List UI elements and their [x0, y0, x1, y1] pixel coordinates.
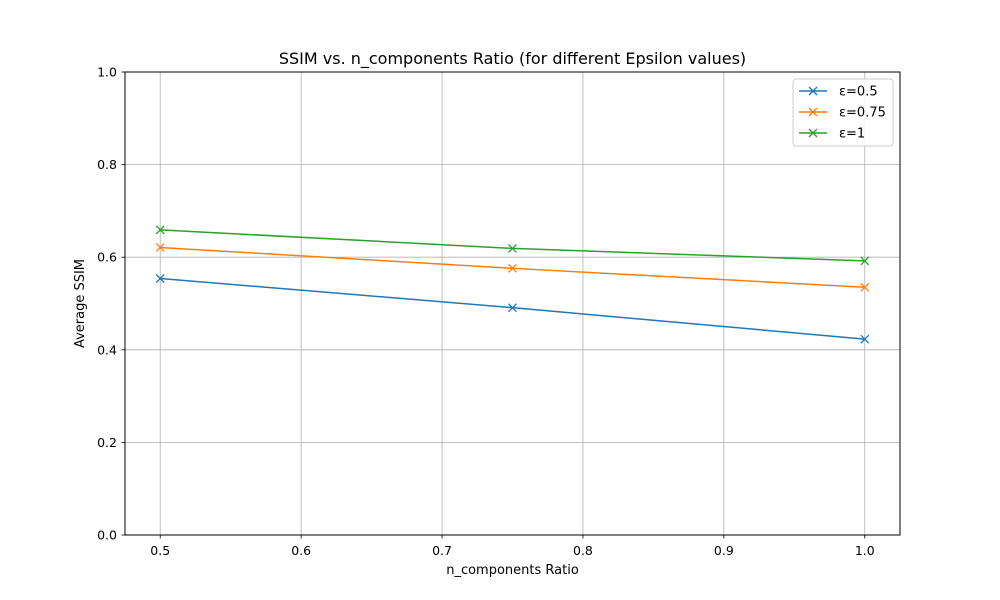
x-tick-label: 1.0: [855, 543, 875, 558]
y-tick-label: 1.0: [97, 65, 117, 80]
legend-marker: [808, 128, 818, 138]
x-tick-label: 0.9: [714, 543, 734, 558]
data-point-marker: [860, 282, 870, 292]
y-tick-label: 0.4: [97, 342, 117, 357]
series-0: [155, 274, 870, 344]
legend-item: ε=1: [799, 127, 865, 142]
series-group: [155, 225, 870, 344]
legend: ε=0.5 ε=0.75 ε=1: [792, 78, 894, 147]
data-point-marker: [155, 225, 165, 235]
axis-ticks: 0.5 0.6 0.7 0.8 0.9 1.0 0.0 0.2 0.4 0.6 0.8 1.0: [97, 65, 875, 559]
data-point-marker: [860, 334, 870, 344]
y-axis-label: Average SSIM: [73, 259, 88, 348]
y-tick-label: 0.0: [97, 528, 117, 543]
y-tick-label: 0.2: [97, 435, 117, 450]
chart-title: SSIM vs. n_components Ratio (for differe…: [279, 49, 746, 69]
legend-marker: [808, 86, 818, 96]
legend-marker: [808, 107, 818, 117]
data-point-marker: [860, 256, 870, 266]
legend-item: ε=0.75: [799, 106, 886, 121]
legend-box: [792, 78, 894, 147]
series-1: [155, 243, 870, 292]
data-point-marker: [155, 274, 165, 283]
plot-frame: [124, 71, 901, 536]
data-point-marker: [508, 263, 517, 273]
x-tick-label: 0.6: [291, 543, 311, 558]
legend-label: ε=0.5: [839, 85, 878, 100]
data-point-marker: [508, 243, 517, 253]
series-2: [155, 225, 870, 266]
legend-label: ε=1: [839, 127, 865, 142]
x-tick-label: 0.8: [573, 543, 593, 558]
x-tick-label: 0.5: [150, 543, 170, 558]
legend-item: ε=0.5: [799, 85, 878, 100]
x-axis-label: n_components Ratio: [446, 563, 579, 578]
y-tick-label: 0.8: [97, 157, 117, 172]
x-tick-label: 0.7: [432, 543, 452, 558]
data-point-marker: [155, 243, 165, 252]
legend-label: ε=0.75: [839, 106, 886, 121]
y-tick-label: 0.6: [97, 250, 117, 265]
data-point-marker: [508, 303, 517, 313]
